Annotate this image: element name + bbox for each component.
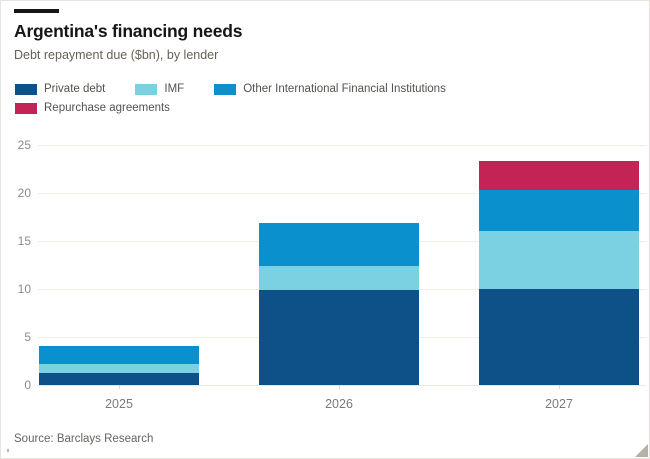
resize-handle-icon[interactable]: [635, 444, 648, 457]
plot-area: 0 5 10 15 20 25 2025 2026 2027: [18, 139, 646, 411]
legend-swatch-other-international-financial-institutions-icon: [214, 84, 237, 95]
bar-segment-other-international-financial-institutions-2027: [479, 190, 639, 232]
y-axis-label: 15: [17, 234, 31, 248]
legend-swatch-repurchase-agreements-icon: [15, 103, 37, 114]
legend-label: Private debt: [44, 83, 106, 95]
x-axis-tick: [559, 385, 560, 389]
artifact-dot: [7, 449, 9, 452]
bar-segment-imf-2026: [259, 265, 419, 290]
legend-swatch-imf-icon: [135, 84, 158, 95]
x-axis-label-2026: 2026: [325, 397, 353, 411]
title-accent-bar: [14, 9, 59, 13]
bar-segment-private-debt-2026: [259, 289, 419, 385]
legend-label: Other International Financial Institutio…: [243, 83, 446, 95]
y-axis-label: 0: [24, 378, 31, 392]
chart-title: Argentina's financing needs: [14, 21, 243, 41]
chart-subtitle: Debt repayment due ($bn), by lender: [14, 48, 219, 62]
legend-swatch-private-debt-icon: [15, 84, 37, 95]
x-axis-tick: [339, 385, 340, 389]
legend-item-imf: IMF: [135, 83, 185, 95]
bar-segment-other-international-financial-institutions-2026: [259, 222, 419, 266]
source-text: Source: Barclays Research: [14, 433, 154, 445]
legend-item-private-debt: Private debt: [15, 83, 106, 95]
gridline-0: [37, 384, 646, 386]
bar-segment-imf-2025: [39, 363, 199, 374]
y-axis-label: 10: [17, 282, 31, 296]
legend-label: Repurchase agreements: [44, 102, 170, 114]
bar-segment-private-debt-2025: [39, 373, 199, 385]
bar-segment-repurchase-agreements-2027: [479, 161, 639, 191]
y-axis-label: 25: [17, 138, 31, 152]
x-axis-label-2027: 2027: [545, 397, 573, 411]
x-axis-tick: [119, 385, 120, 389]
y-axis-label: 5: [24, 330, 31, 344]
x-axis-label-2025: 2025: [105, 397, 133, 411]
legend: Private debt IMF Other International Finan…: [15, 83, 535, 114]
bar-segment-private-debt-2027: [479, 289, 639, 385]
gridline-20: [37, 192, 646, 194]
legend-item-other-international-financial-institutions: Other International Financial Institutio…: [214, 83, 446, 95]
gridline-25: [37, 144, 646, 146]
bar-segment-other-international-financial-institutions-2025: [39, 345, 199, 364]
bar-segment-imf-2027: [479, 231, 639, 289]
y-axis-label: 20: [17, 186, 31, 200]
legend-item-repurchase-agreements: Repurchase agreements: [15, 102, 170, 114]
legend-label: IMF: [164, 83, 185, 95]
